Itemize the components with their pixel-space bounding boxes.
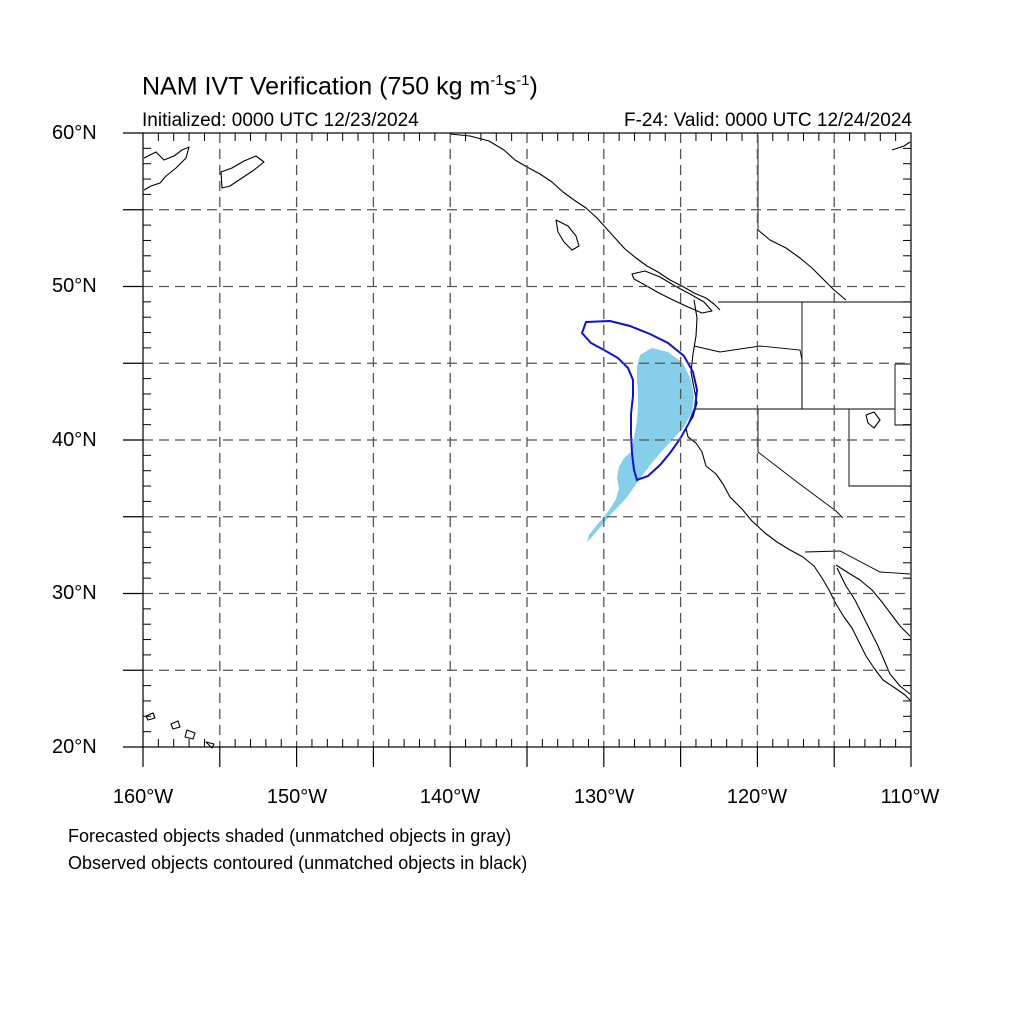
lon-label-110w: 110°W (880, 786, 940, 808)
valid-time: F-24: Valid: 0000 UTC 12/24/2024 (624, 110, 912, 131)
lat-label-50n: 50°N (52, 275, 97, 297)
lat-label-40n: 40°N (52, 429, 97, 451)
map-title: NAM IVT Verification (750 kg m-1s-1) (142, 72, 538, 101)
graticule (123, 132, 912, 767)
lon-label-150w: 150°W (266, 786, 328, 808)
lat-label-30n: 30°N (52, 582, 97, 604)
legend-forecast-note: Forecasted objects shaded (unmatched obj… (68, 826, 512, 846)
lat-label-20n: 20°N (52, 736, 97, 758)
legend-observed-note: Observed objects contoured (unmatched ob… (68, 853, 528, 873)
lon-label-130w: 130°W (573, 786, 635, 808)
lon-label-140w: 140°W (419, 786, 481, 808)
map-frame (142, 132, 912, 748)
forecast-ivt-object (587, 348, 694, 542)
lon-label-120w: 120°W (726, 786, 788, 808)
lat-label-60n: 60°N (52, 122, 97, 144)
initialized-time: Initialized: 0000 UTC 12/23/2024 (142, 110, 419, 131)
political-borders (693, 135, 911, 575)
lon-label-160w: 160°W (112, 786, 174, 808)
observed-ivt-contour (580, 319, 699, 482)
